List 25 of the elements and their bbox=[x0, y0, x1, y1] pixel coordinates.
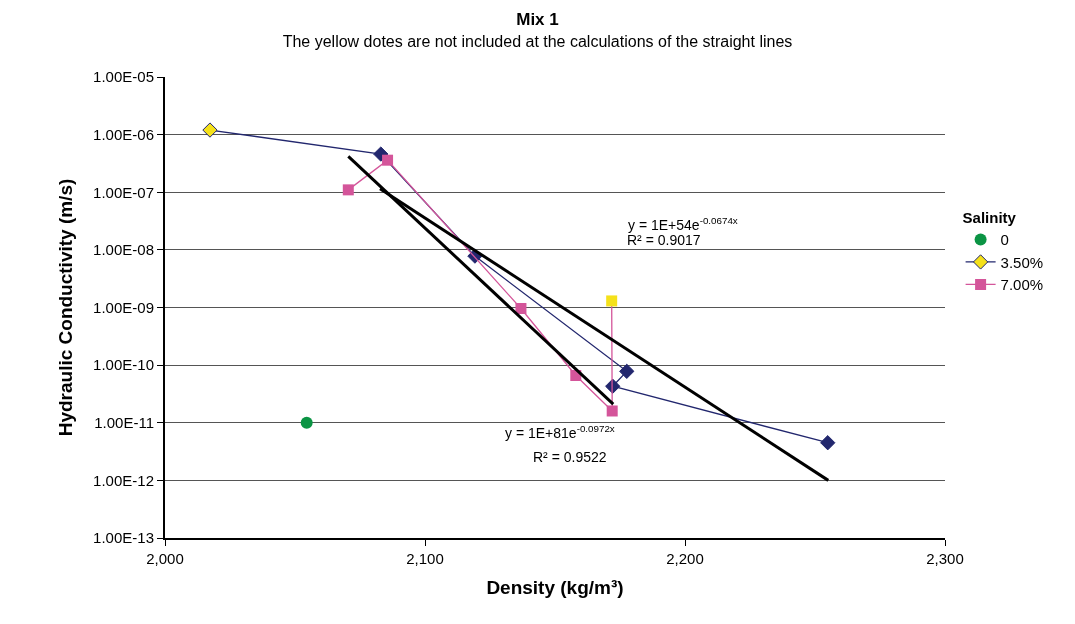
y-tick-label: 1.00E-13 bbox=[93, 529, 154, 547]
legend-label: 0 bbox=[1000, 231, 1009, 249]
chart-subtitle: The yellow dotes are not included at the calculations of the straight lines bbox=[282, 33, 793, 51]
annotation: y = 1E+81e$^{-0.0972x}$ bbox=[505, 423, 615, 441]
y-tick-label: 1.00E-08 bbox=[93, 241, 154, 259]
x-axis-title: Density (kg/m³) bbox=[486, 577, 624, 599]
x-tick-label: 2,000 bbox=[146, 550, 184, 567]
annotation: R² = 0.9017 bbox=[627, 232, 701, 248]
y-tick-label: 1.00E-12 bbox=[93, 471, 154, 489]
x-tick-label: 2,100 bbox=[406, 550, 444, 567]
legend-label: 3.50% bbox=[1000, 253, 1044, 271]
legend-title: Salinity bbox=[962, 209, 1017, 227]
chart-title: Mix 1 bbox=[516, 9, 559, 29]
x-tick-label: 2,300 bbox=[926, 550, 964, 567]
legend-label: 7.00% bbox=[1000, 276, 1044, 294]
annotation: y = 1E+54e$^{-0.0674x}$ bbox=[628, 215, 738, 233]
y-tick-label: 1.00E-07 bbox=[93, 183, 154, 201]
y-tick-label: 1.00E-09 bbox=[93, 298, 154, 316]
y-tick-label: 1.00E-05 bbox=[93, 68, 154, 86]
y-tick-label: 1.00E-06 bbox=[93, 125, 154, 143]
y-axis-title: Hydraulic Conductivity (m/s) bbox=[55, 178, 77, 437]
y-tick-label: 1.00E-11 bbox=[94, 414, 154, 431]
annotation: R² = 0.9522 bbox=[533, 449, 607, 465]
x-tick-label: 2,200 bbox=[666, 550, 704, 567]
y-tick-label: 1.00E-10 bbox=[93, 356, 154, 374]
